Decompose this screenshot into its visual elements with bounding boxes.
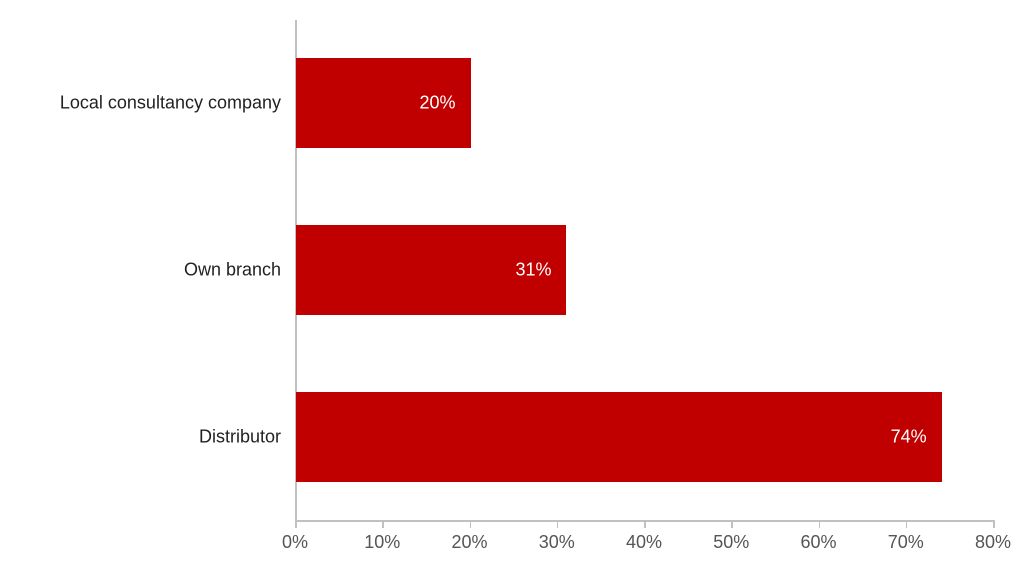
category-label: Local consultancy company	[60, 93, 281, 114]
category-label: Distributor	[199, 426, 281, 447]
x-tick	[731, 520, 733, 528]
bar-value-label: 31%	[515, 260, 551, 281]
x-tick-label: 30%	[539, 532, 575, 553]
category-label: Own branch	[184, 260, 281, 281]
x-tick-label: 0%	[282, 532, 308, 553]
bar-value-label: 20%	[419, 93, 455, 114]
x-tick	[295, 520, 297, 528]
x-tick-label: 10%	[364, 532, 400, 553]
x-tick-label: 40%	[626, 532, 662, 553]
x-tick	[906, 520, 908, 528]
x-tick-label: 80%	[975, 532, 1011, 553]
x-tick	[644, 520, 646, 528]
x-tick	[470, 520, 472, 528]
bar-chart: 0% 10% 20% 30% 40% 50% 60% 70% 80% 20% 31% 74% Loca…	[0, 0, 1024, 583]
x-tick	[819, 520, 821, 528]
x-tick	[993, 520, 995, 528]
bar-value-label: 74%	[891, 426, 927, 447]
x-tick-label: 60%	[800, 532, 836, 553]
bar	[296, 392, 942, 482]
x-tick-label: 70%	[888, 532, 924, 553]
x-tick	[557, 520, 559, 528]
plot-area: 0%10%20%30%40%50%60%70%80%20%31%74%	[295, 20, 993, 520]
x-tick-label: 20%	[451, 532, 487, 553]
x-tick	[382, 520, 384, 528]
x-tick-label: 50%	[713, 532, 749, 553]
